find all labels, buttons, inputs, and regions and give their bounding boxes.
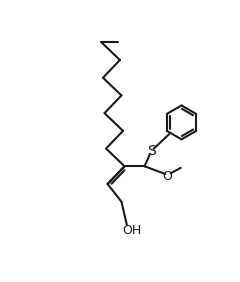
Text: S: S <box>147 144 156 158</box>
Text: O: O <box>163 170 173 183</box>
Text: OH: OH <box>123 224 142 237</box>
